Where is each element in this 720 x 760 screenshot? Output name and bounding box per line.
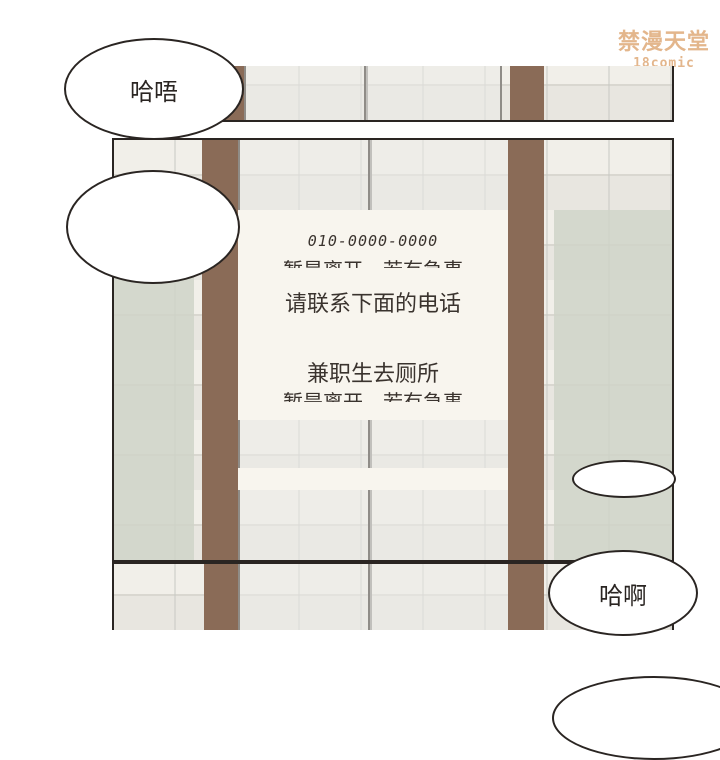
glass-door-right	[364, 66, 502, 120]
bubble-text-top-left: 哈唔	[130, 77, 178, 106]
door-frame-left	[204, 564, 238, 630]
speech-bubble-top-left: 哈唔	[64, 38, 244, 140]
bubble-text-bottom-right: 哈啊	[599, 581, 647, 610]
notice-line-1: 暂是离开，若有急事	[238, 256, 508, 268]
notice-phone: 010-0000-0000	[307, 232, 439, 250]
speech-bubble-bottom-right: 哈啊	[548, 550, 698, 636]
speech-bubble-right-partial	[572, 460, 676, 498]
door-frame-right	[510, 66, 544, 120]
speech-bubble-left-edge	[66, 170, 240, 284]
door-notice: 010-0000-0000 暂是离开，若有急事 请联系下面的电话 兼职生去厕所 …	[238, 210, 508, 420]
glass-door-right	[368, 564, 512, 630]
door-frame-right	[508, 140, 544, 560]
watermark-text-cn: 禁漫天堂	[617, 30, 710, 55]
shelf-right	[554, 210, 672, 560]
watermark-logo: 禁漫天堂 18comic	[612, 24, 716, 71]
notice-line-4: 暂是离开，若有急事	[283, 390, 463, 402]
notice-line-2: 请联系下面的电话	[284, 292, 461, 317]
speech-bubble-bottom-corner	[552, 676, 720, 760]
glass-door-left	[244, 66, 368, 120]
door-frame-right	[508, 564, 544, 630]
notice-line-3: 兼职生去厕所	[306, 362, 439, 387]
glass-door-left	[238, 564, 372, 630]
door-handle-bar	[238, 468, 508, 490]
